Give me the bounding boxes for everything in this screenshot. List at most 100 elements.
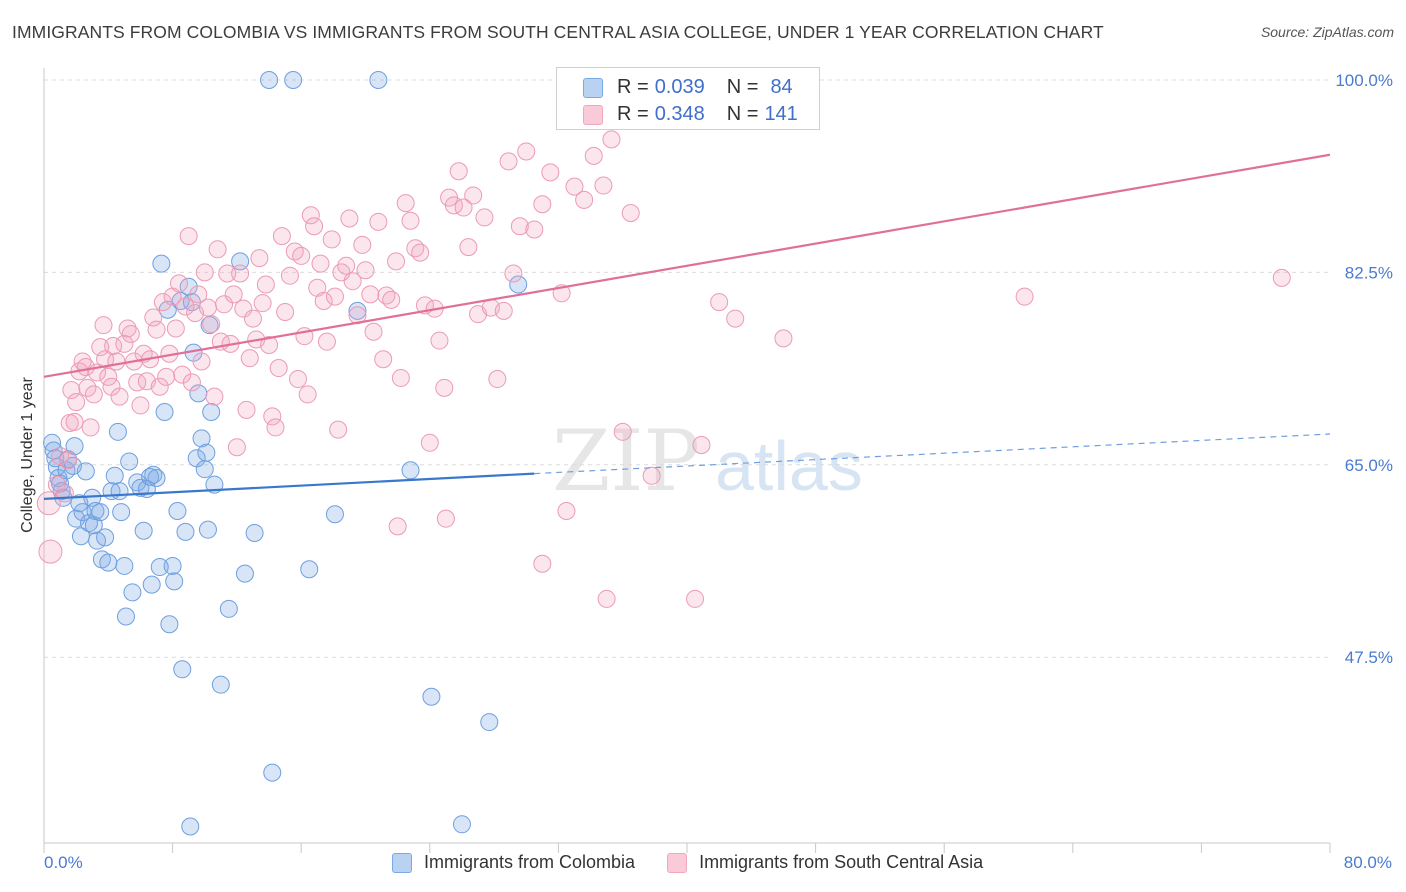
series-legend: Immigrants from Colombia Immigrants from…: [392, 852, 1015, 873]
data-point: [340, 209, 359, 228]
data-point: [234, 299, 253, 318]
data-point: [686, 589, 705, 608]
data-point: [533, 554, 552, 573]
data-point: [144, 465, 163, 484]
data-point: [263, 407, 282, 426]
data-point: [176, 522, 195, 541]
data-point: [343, 272, 362, 291]
data-point: [710, 293, 729, 312]
data-point: [584, 146, 603, 165]
data-point: [150, 377, 169, 396]
data-point: [237, 400, 256, 419]
data-point: [91, 503, 110, 522]
data-point: [110, 387, 129, 406]
data-point: [391, 368, 410, 387]
data-point: [430, 331, 449, 350]
data-point: [369, 212, 388, 231]
data-point: [108, 422, 127, 441]
data-point: [81, 418, 100, 437]
data-point: [436, 509, 455, 528]
data-point: [200, 316, 219, 335]
legend-row-south-central-asia: R = 0.348 N = 141: [583, 103, 798, 126]
data-point: [65, 412, 84, 431]
data-point: [256, 275, 275, 294]
data-point: [280, 266, 299, 285]
data-point: [224, 285, 243, 304]
data-point: [197, 443, 216, 462]
legend-r-label: R =: [617, 76, 649, 98]
data-point: [420, 433, 439, 452]
data-point: [205, 387, 224, 406]
data-point: [499, 152, 518, 171]
data-point: [99, 367, 118, 386]
data-point: [128, 373, 147, 392]
legend-r-value-south-central-asia: 0.348: [654, 103, 705, 125]
data-point: [541, 163, 560, 182]
data-point: [575, 190, 594, 209]
y-tick-label: 82.5%: [1345, 263, 1393, 282]
data-point: [215, 295, 234, 314]
data-point: [235, 564, 254, 583]
data-point: [288, 370, 307, 389]
data-point: [192, 429, 211, 448]
legend-item-colombia: Immigrants from Colombia: [392, 852, 635, 873]
watermark-zip: ZIP: [552, 412, 700, 510]
data-point: [401, 461, 420, 480]
legend-item-south-central-asia: Immigrants from South Central Asia: [667, 852, 983, 873]
y-tick-label: 65.0%: [1345, 456, 1393, 475]
data-point: [305, 217, 324, 236]
data-point: [218, 264, 237, 283]
data-point: [726, 309, 745, 328]
data-point: [621, 204, 640, 223]
data-point: [160, 615, 179, 634]
data-point: [276, 302, 295, 321]
data-point: [322, 230, 341, 249]
legend-swatch-colombia: [392, 852, 412, 873]
data-point: [38, 539, 63, 564]
data-point: [298, 385, 317, 404]
data-point: [525, 220, 544, 239]
data-point: [55, 484, 74, 503]
data-point: [59, 451, 78, 470]
data-point: [459, 238, 478, 257]
data-point: [179, 227, 198, 246]
correlation-legend: R = 0.039 N = 84 R = 0.348 N = 141: [556, 67, 820, 130]
data-point: [73, 503, 92, 522]
data-point: [504, 264, 523, 283]
source-note: Source: ZipAtlas.com: [1260, 24, 1394, 40]
data-point: [308, 278, 327, 297]
data-point: [211, 675, 230, 694]
y-tick-label: 47.5%: [1345, 648, 1393, 667]
data-point: [269, 359, 288, 378]
data-point: [62, 381, 81, 400]
x-tick-min: 0.0%: [44, 853, 83, 872]
data-point: [266, 418, 285, 437]
data-point: [227, 438, 246, 457]
data-point: [173, 365, 192, 384]
data-point: [120, 452, 139, 471]
data-point: [189, 285, 208, 304]
data-point: [382, 290, 401, 309]
data-point: [134, 521, 153, 540]
data-point: [325, 287, 344, 306]
legend-row-colombia: R = 0.039 N = 84: [583, 76, 793, 99]
data-point: [401, 211, 420, 230]
data-point: [411, 243, 430, 262]
series-colombia-points: [43, 71, 528, 836]
data-point: [195, 263, 214, 282]
data-point: [141, 467, 160, 486]
data-point: [597, 589, 616, 608]
data-point: [123, 583, 142, 602]
data-point: [202, 315, 221, 334]
data-point: [115, 334, 134, 353]
data-point: [284, 71, 303, 89]
data-point: [147, 468, 166, 487]
data-point: [692, 436, 711, 455]
watermark-atlas: atlas: [715, 427, 863, 505]
trend-line-south-central-asia: [43, 153, 1331, 378]
data-point: [142, 575, 161, 594]
data-point: [475, 208, 494, 227]
data-point: [115, 556, 134, 575]
data-point: [240, 349, 259, 368]
legend-r-label: R =: [617, 103, 649, 125]
